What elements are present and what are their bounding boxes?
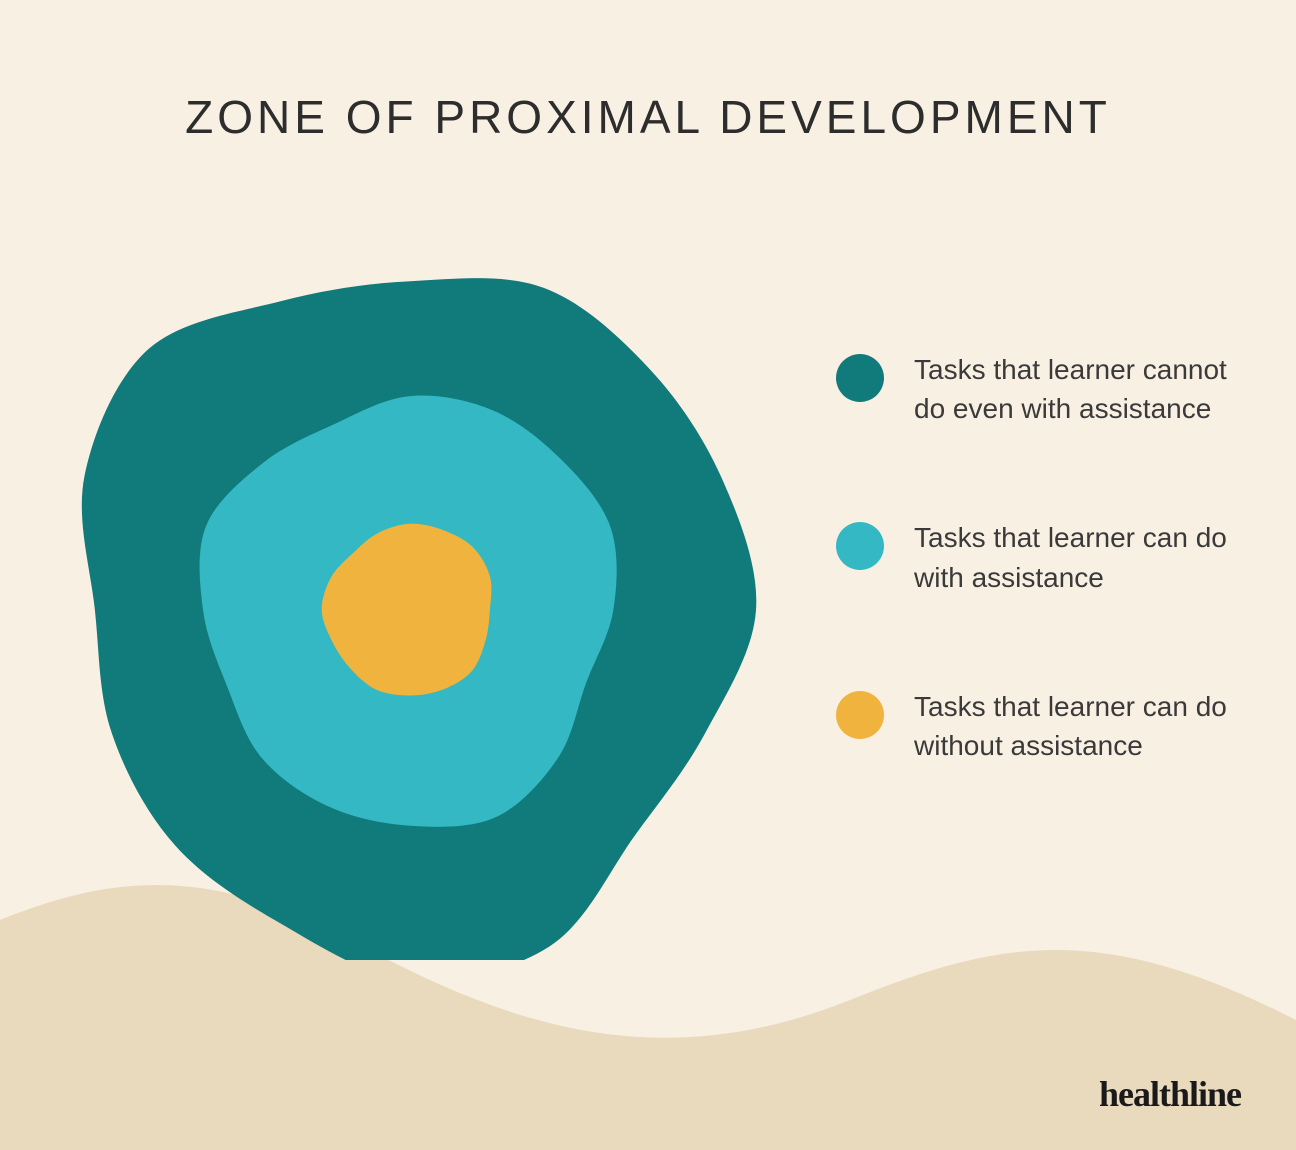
rings-group [82, 278, 757, 960]
legend-dot-outer [836, 354, 884, 402]
concentric-diagram [60, 260, 760, 960]
legend-text-inner: Tasks that learner can do without assist… [914, 687, 1236, 765]
legend-text-outer: Tasks that learner cannot do even with a… [914, 350, 1236, 428]
diagram-svg [60, 260, 760, 960]
legend-item-outer: Tasks that learner cannot do even with a… [836, 350, 1236, 428]
legend-dot-middle [836, 522, 884, 570]
legend-dot-inner [836, 691, 884, 739]
legend-item-inner: Tasks that learner can do without assist… [836, 687, 1236, 765]
brand-logo: healthline [1099, 1073, 1241, 1115]
legend-text-middle: Tasks that learner can do with assistanc… [914, 518, 1236, 596]
legend-item-middle: Tasks that learner can do with assistanc… [836, 518, 1236, 596]
legend: Tasks that learner cannot do even with a… [836, 350, 1236, 855]
page-title: ZONE OF PROXIMAL DEVELOPMENT [0, 90, 1296, 144]
